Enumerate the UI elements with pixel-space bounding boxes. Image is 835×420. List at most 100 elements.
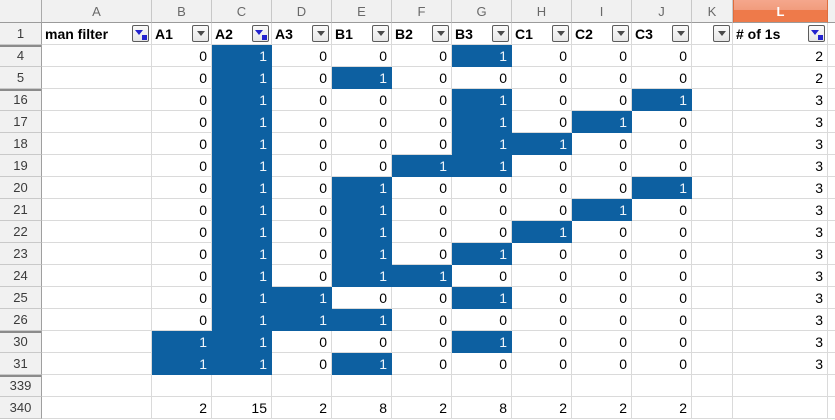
cell-E22[interactable]: 1	[332, 221, 392, 243]
cell-J19[interactable]: 0	[632, 155, 692, 177]
cell-L22[interactable]: 3	[733, 221, 828, 243]
cell-G26[interactable]: 0	[452, 309, 512, 331]
cell-C5[interactable]: 1	[212, 67, 272, 89]
cell-A25[interactable]	[42, 287, 152, 309]
cell-L5[interactable]: 2	[733, 67, 828, 89]
cell-B19[interactable]: 0	[152, 155, 212, 177]
cell-H24[interactable]: 0	[512, 265, 572, 287]
cell-I5[interactable]: 0	[572, 67, 632, 89]
column-header-J[interactable]: J	[632, 0, 692, 23]
header-cell-B2[interactable]: B2	[392, 23, 452, 45]
cell-L4[interactable]: 2	[733, 45, 828, 67]
cell-G16[interactable]: 1	[452, 89, 512, 111]
cell-B30[interactable]: 1	[152, 331, 212, 353]
row-header-21[interactable]: 21	[0, 199, 42, 221]
cell-F19[interactable]: 1	[392, 155, 452, 177]
cell-E19[interactable]: 0	[332, 155, 392, 177]
cell-J20[interactable]: 1	[632, 177, 692, 199]
cell-B23[interactable]: 0	[152, 243, 212, 265]
cell-K31[interactable]	[692, 353, 733, 375]
autofilter-button-F[interactable]	[432, 25, 449, 42]
cell-I16[interactable]: 0	[572, 89, 632, 111]
autofilter-button-K[interactable]	[713, 25, 730, 42]
cell-J4[interactable]: 0	[632, 45, 692, 67]
cell-H4[interactable]: 0	[512, 45, 572, 67]
cell-G22[interactable]: 0	[452, 221, 512, 243]
cell-C339[interactable]	[212, 375, 272, 397]
cell-H20[interactable]: 0	[512, 177, 572, 199]
cell-J16[interactable]: 1	[632, 89, 692, 111]
cell-A30[interactable]	[42, 331, 152, 353]
cell-F21[interactable]: 0	[392, 199, 452, 221]
row-header-5[interactable]: 5	[0, 67, 42, 89]
cell-I30[interactable]: 0	[572, 331, 632, 353]
cell-E18[interactable]: 0	[332, 133, 392, 155]
cell-G23[interactable]: 1	[452, 243, 512, 265]
cell-C30[interactable]: 1	[212, 331, 272, 353]
cell-L23[interactable]: 3	[733, 243, 828, 265]
select-all-corner[interactable]	[0, 0, 42, 23]
cell-B4[interactable]: 0	[152, 45, 212, 67]
cell-J24[interactable]: 0	[632, 265, 692, 287]
cell-H25[interactable]: 0	[512, 287, 572, 309]
row-header-16[interactable]: 16	[0, 89, 42, 111]
cell-A339[interactable]	[42, 375, 152, 397]
cell-B21[interactable]: 0	[152, 199, 212, 221]
cell-K17[interactable]	[692, 111, 733, 133]
cell-A19[interactable]	[42, 155, 152, 177]
cell-E5[interactable]: 1	[332, 67, 392, 89]
autofilter-button-G[interactable]	[492, 25, 509, 42]
cell-A17[interactable]	[42, 111, 152, 133]
cell-L21[interactable]: 3	[733, 199, 828, 221]
cell-F5[interactable]: 0	[392, 67, 452, 89]
header-cell-C1[interactable]: C1	[512, 23, 572, 45]
cell-H5[interactable]: 0	[512, 67, 572, 89]
cell-A31[interactable]	[42, 353, 152, 375]
cell-D18[interactable]: 0	[272, 133, 332, 155]
cell-K340[interactable]	[692, 397, 733, 419]
cell-E4[interactable]: 0	[332, 45, 392, 67]
cell-A21[interactable]	[42, 199, 152, 221]
cell-C20[interactable]: 1	[212, 177, 272, 199]
header-cell-K[interactable]	[692, 23, 733, 45]
cell-A20[interactable]	[42, 177, 152, 199]
cell-H340[interactable]: 2	[512, 397, 572, 419]
autofilter-button-H[interactable]	[552, 25, 569, 42]
row-header-31[interactable]: 31	[0, 353, 42, 375]
cell-D30[interactable]: 0	[272, 331, 332, 353]
column-header-E[interactable]: E	[332, 0, 392, 23]
cell-H30[interactable]: 0	[512, 331, 572, 353]
cell-C22[interactable]: 1	[212, 221, 272, 243]
cell-F24[interactable]: 1	[392, 265, 452, 287]
row-header-18[interactable]: 18	[0, 133, 42, 155]
cell-E21[interactable]: 1	[332, 199, 392, 221]
cell-K23[interactable]	[692, 243, 733, 265]
cell-K339[interactable]	[692, 375, 733, 397]
cell-D24[interactable]: 0	[272, 265, 332, 287]
cell-K22[interactable]	[692, 221, 733, 243]
column-header-H[interactable]: H	[512, 0, 572, 23]
cell-B16[interactable]: 0	[152, 89, 212, 111]
cell-B24[interactable]: 0	[152, 265, 212, 287]
cell-D16[interactable]: 0	[272, 89, 332, 111]
cell-B339[interactable]	[152, 375, 212, 397]
cell-B25[interactable]: 0	[152, 287, 212, 309]
cell-A24[interactable]	[42, 265, 152, 287]
cell-A16[interactable]	[42, 89, 152, 111]
cell-I25[interactable]: 0	[572, 287, 632, 309]
row-header-24[interactable]: 24	[0, 265, 42, 287]
row-header-25[interactable]: 25	[0, 287, 42, 309]
cell-J30[interactable]: 0	[632, 331, 692, 353]
cell-F31[interactable]: 0	[392, 353, 452, 375]
cell-A18[interactable]	[42, 133, 152, 155]
cell-H22[interactable]: 1	[512, 221, 572, 243]
cell-C19[interactable]: 1	[212, 155, 272, 177]
cell-B340[interactable]: 2	[152, 397, 212, 419]
cell-A23[interactable]	[42, 243, 152, 265]
autofilter-button-B[interactable]	[192, 25, 209, 42]
cell-F18[interactable]: 0	[392, 133, 452, 155]
cell-H26[interactable]: 0	[512, 309, 572, 331]
cell-E20[interactable]: 1	[332, 177, 392, 199]
autofilter-button-J[interactable]	[672, 25, 689, 42]
cell-G5[interactable]: 0	[452, 67, 512, 89]
